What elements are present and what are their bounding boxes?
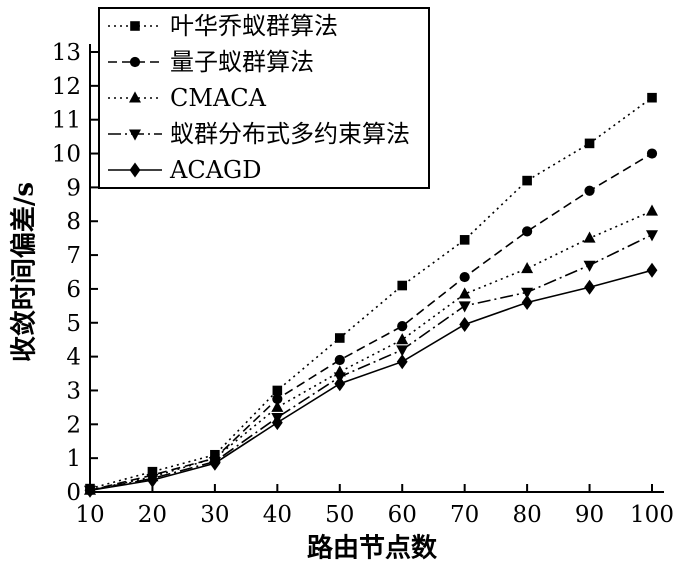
y-tick-label: 1 — [66, 446, 81, 472]
diamond-marker-icon — [521, 294, 533, 310]
circle-marker-icon — [459, 271, 470, 283]
legend-item: 蚁群分布式多约束算法 — [108, 120, 410, 148]
y-tick-label: 12 — [52, 74, 81, 100]
legend-label: 叶华乔蚁群算法 — [170, 12, 338, 40]
triangle-up-marker-icon — [583, 231, 596, 243]
circle-marker-icon — [646, 148, 658, 159]
x-tick-label: 50 — [325, 502, 354, 528]
legend-label: 蚁群分布式多约束算法 — [170, 120, 410, 148]
series-3 — [84, 204, 658, 495]
y-tick-label: 5 — [66, 311, 81, 337]
legend-item: ACAGD — [108, 156, 261, 184]
y-tick-label: 2 — [66, 412, 81, 438]
y-tick-label: 0 — [66, 480, 81, 506]
square-marker-icon — [522, 175, 532, 186]
y-tick-label: 10 — [52, 142, 81, 168]
square-marker-icon — [647, 92, 657, 103]
square-marker-icon — [584, 138, 595, 149]
x-tick-label: 90 — [575, 502, 604, 528]
y-tick-label: 6 — [66, 277, 81, 303]
series-line — [89, 210, 653, 492]
x-tick-label: 30 — [200, 502, 229, 528]
legend-item: CMACA — [108, 84, 267, 112]
circle-marker-icon — [522, 226, 533, 237]
circle-marker-icon — [334, 354, 345, 366]
triangle-down-marker-icon — [646, 230, 658, 242]
legend-box — [98, 7, 430, 189]
legend-item: 量子蚁群算法 — [108, 48, 314, 76]
legend-label: 量子蚁群算法 — [170, 48, 314, 76]
x-tick-label: 60 — [388, 502, 417, 528]
circle-marker-icon — [272, 393, 283, 405]
triangle-up-marker-icon — [521, 262, 534, 274]
triangle-up-marker-icon — [396, 333, 409, 345]
circle-marker-icon — [397, 321, 408, 332]
diamond-marker-icon — [209, 455, 221, 471]
square-marker-icon — [272, 385, 283, 396]
diamond-marker-icon — [459, 316, 471, 332]
x-tick-label: 10 — [75, 502, 104, 528]
square-marker-icon — [334, 333, 345, 343]
diamond-marker-icon — [334, 376, 346, 392]
diamond-marker-icon — [396, 354, 408, 370]
triangle-down-marker-icon — [583, 260, 596, 272]
x-tick-label: 40 — [263, 502, 292, 528]
y-tick-label: 9 — [66, 175, 81, 201]
y-tick-label: 11 — [52, 108, 81, 134]
diamond-marker-icon — [84, 482, 96, 498]
x-tick-label: 70 — [450, 502, 479, 528]
series-line — [89, 269, 653, 492]
series-2 — [84, 148, 658, 496]
y-axis-label: 收敛时间偏差/s — [9, 181, 40, 363]
diamond-marker-icon — [646, 262, 658, 278]
diamond-marker-icon — [129, 162, 141, 178]
x-axis-label: 路由节点数 — [306, 533, 438, 564]
x-tick-labels: 10 20 30 40 50 60 70 80 90 100 — [75, 502, 674, 528]
series-4 — [84, 230, 658, 497]
legend-item: 叶华乔蚁群算法 — [108, 12, 338, 40]
square-marker-icon — [130, 21, 140, 31]
triangle-down-marker-icon — [458, 301, 471, 313]
triangle-down-marker-icon — [396, 345, 409, 357]
triangle-up-marker-icon — [458, 287, 471, 299]
series-line — [89, 152, 653, 492]
series-line — [89, 234, 653, 492]
triangle-up-marker-icon — [646, 204, 658, 216]
triangle-down-marker-icon — [129, 129, 141, 141]
x-tick-label: 80 — [512, 502, 541, 528]
y-tick-label: 7 — [66, 243, 81, 269]
legend-label: ACAGD — [169, 156, 261, 184]
square-marker-icon — [459, 235, 470, 245]
series-5 — [84, 262, 658, 498]
x-tick-label: 100 — [630, 502, 674, 528]
triangle-up-marker-icon — [129, 91, 141, 103]
y-tick-label: 8 — [66, 209, 81, 235]
circle-marker-icon — [129, 56, 141, 68]
x-tick-label: 20 — [138, 502, 167, 528]
circle-marker-icon — [584, 185, 595, 196]
diamond-marker-icon — [584, 279, 595, 295]
legend-label: CMACA — [170, 84, 267, 112]
triangle-down-marker-icon — [521, 287, 534, 299]
y-tick-label: 4 — [66, 345, 81, 371]
axes — [89, 44, 664, 493]
diamond-marker-icon — [147, 472, 158, 488]
square-marker-icon — [397, 280, 408, 291]
triangle-up-marker-icon — [271, 400, 284, 412]
y-tick-label: 3 — [66, 378, 81, 404]
y-tick-label: 13 — [52, 40, 81, 66]
diamond-marker-icon — [271, 415, 283, 431]
series-line — [89, 97, 653, 490]
